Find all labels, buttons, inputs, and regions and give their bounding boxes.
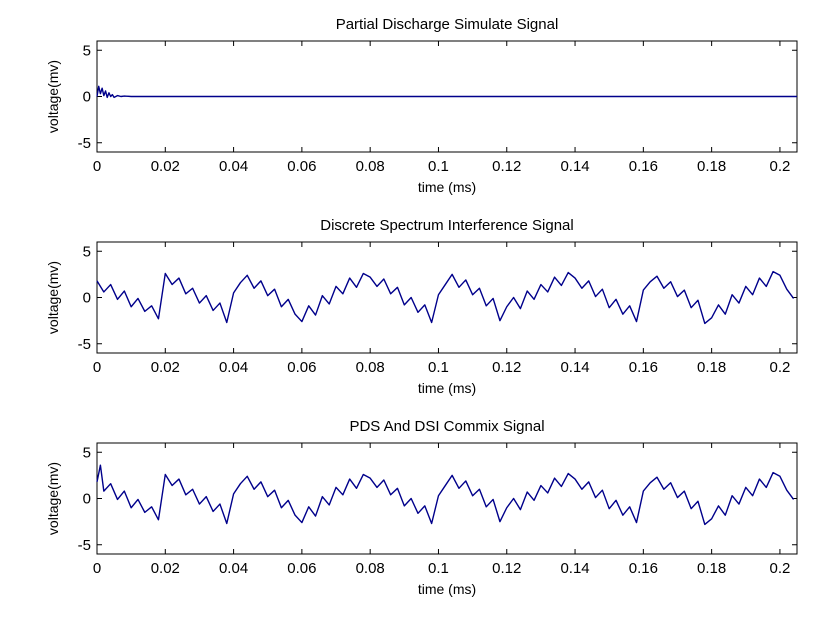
series-line-commix bbox=[96, 464, 795, 526]
series-line-discrete-spectrum bbox=[96, 270, 795, 325]
x-tick-label: 0.12 bbox=[492, 158, 521, 175]
x-tick-label: 0.06 bbox=[287, 359, 316, 376]
y-tick-label: 5 bbox=[83, 42, 91, 59]
x-tick-label: 0 bbox=[93, 359, 101, 376]
x-tick-label: 0.18 bbox=[697, 158, 726, 175]
y-tick-label: 5 bbox=[83, 444, 91, 461]
x-tick-label: 0.14 bbox=[560, 359, 589, 376]
x-tick-label: 0.06 bbox=[287, 158, 316, 175]
x-tick-label: 0.1 bbox=[428, 158, 449, 175]
x-tick-label: 0.1 bbox=[428, 560, 449, 577]
x-tick-label: 0.08 bbox=[356, 560, 385, 577]
x-tick-label: 0.02 bbox=[151, 359, 180, 376]
x-axis-label: time (ms) bbox=[418, 380, 476, 396]
x-tick-label: 0.18 bbox=[697, 560, 726, 577]
subplot-title: PDS And DSI Commix Signal bbox=[349, 418, 544, 435]
x-tick-label: 0.16 bbox=[629, 158, 658, 175]
tick-group: 0 0.02 0.04 0.06 0.08 0.1 0.12 0.14 0.16 0.18 0.2 5… bbox=[78, 41, 797, 175]
tick-group: 0 0.02 0.04 0.06 0.08 0.1 0.12 0.14 0.16 0.18 0.2 5… bbox=[78, 443, 797, 577]
subplot-partial-discharge: Partial Discharge Simulate Signal 0 0.02 0… bbox=[45, 16, 798, 195]
x-axis-label: time (ms) bbox=[418, 179, 476, 195]
x-tick-label: 0.04 bbox=[219, 158, 248, 175]
x-tick-label: 0.04 bbox=[219, 359, 248, 376]
y-tick-label: -5 bbox=[78, 537, 91, 554]
x-tick-label: 0.16 bbox=[629, 560, 658, 577]
y-tick-label: 0 bbox=[83, 290, 91, 307]
x-tick-label: 0.2 bbox=[769, 560, 790, 577]
y-axis-label: voltage(mv) bbox=[45, 462, 61, 535]
x-tick-label: 0.02 bbox=[151, 158, 180, 175]
subplot-commix: PDS And DSI Commix Signal 0 0.02 0.04 0.06 0… bbox=[45, 418, 798, 597]
x-tick-label: 0.18 bbox=[697, 359, 726, 376]
x-tick-label: 0.14 bbox=[560, 158, 589, 175]
y-tick-label: -5 bbox=[78, 135, 91, 152]
x-tick-label: 0.12 bbox=[492, 359, 521, 376]
x-tick-label: 0 bbox=[93, 560, 101, 577]
y-tick-label: 0 bbox=[83, 491, 91, 508]
x-tick-label: 0 bbox=[93, 158, 101, 175]
x-tick-label: 0.12 bbox=[492, 560, 521, 577]
x-tick-label: 0.2 bbox=[769, 158, 790, 175]
x-tick-label: 0.1 bbox=[428, 359, 449, 376]
y-tick-label: 5 bbox=[83, 243, 91, 260]
x-tick-label: 0.06 bbox=[287, 560, 316, 577]
y-axis-label: voltage(mv) bbox=[45, 60, 61, 133]
x-tick-label: 0.02 bbox=[151, 560, 180, 577]
y-tick-label: 0 bbox=[83, 89, 91, 106]
subplot-title: Discrete Spectrum Interference Signal bbox=[320, 217, 573, 234]
tick-group: 0 0.02 0.04 0.06 0.08 0.1 0.12 0.14 0.16 0.18 0.2 5… bbox=[78, 242, 797, 376]
y-axis-label: voltage(mv) bbox=[45, 261, 61, 334]
series-line-partial-discharge bbox=[96, 85, 797, 99]
x-tick-label: 0.16 bbox=[629, 359, 658, 376]
x-axis-label: time (ms) bbox=[418, 581, 476, 597]
x-tick-label: 0.14 bbox=[560, 560, 589, 577]
y-tick-label: -5 bbox=[78, 336, 91, 353]
subplot-title: Partial Discharge Simulate Signal bbox=[336, 16, 559, 33]
x-tick-label: 0.04 bbox=[219, 560, 248, 577]
x-tick-label: 0.2 bbox=[769, 359, 790, 376]
x-tick-label: 0.08 bbox=[356, 359, 385, 376]
x-tick-label: 0.08 bbox=[356, 158, 385, 175]
